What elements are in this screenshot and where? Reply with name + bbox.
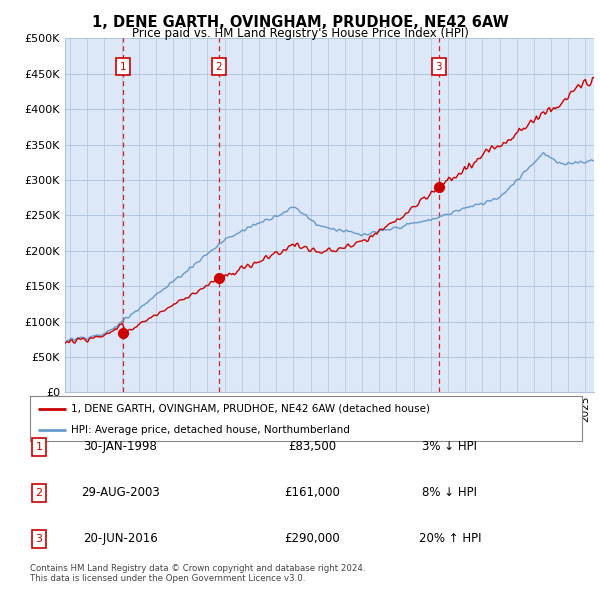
- Text: 1: 1: [119, 62, 126, 71]
- Text: 1: 1: [35, 442, 43, 451]
- Text: 20-JUN-2016: 20-JUN-2016: [83, 532, 157, 545]
- Text: Price paid vs. HM Land Registry's House Price Index (HPI): Price paid vs. HM Land Registry's House …: [131, 27, 469, 40]
- Text: 1, DENE GARTH, OVINGHAM, PRUDHOE, NE42 6AW: 1, DENE GARTH, OVINGHAM, PRUDHOE, NE42 6…: [92, 15, 508, 30]
- Text: HPI: Average price, detached house, Northumberland: HPI: Average price, detached house, Nort…: [71, 425, 350, 435]
- Text: 29-AUG-2003: 29-AUG-2003: [80, 486, 160, 499]
- Text: 3: 3: [436, 62, 442, 71]
- Text: Contains HM Land Registry data © Crown copyright and database right 2024.
This d: Contains HM Land Registry data © Crown c…: [30, 563, 365, 583]
- Text: £83,500: £83,500: [288, 440, 336, 453]
- Text: 2: 2: [215, 62, 222, 71]
- Text: 20% ↑ HPI: 20% ↑ HPI: [419, 532, 481, 545]
- Text: 30-JAN-1998: 30-JAN-1998: [83, 440, 157, 453]
- Text: 1, DENE GARTH, OVINGHAM, PRUDHOE, NE42 6AW (detached house): 1, DENE GARTH, OVINGHAM, PRUDHOE, NE42 6…: [71, 404, 430, 414]
- Text: 3% ↓ HPI: 3% ↓ HPI: [422, 440, 478, 453]
- Text: £290,000: £290,000: [284, 532, 340, 545]
- Text: 8% ↓ HPI: 8% ↓ HPI: [422, 486, 478, 499]
- Text: 2: 2: [35, 488, 43, 497]
- Text: 3: 3: [35, 534, 43, 543]
- Text: £161,000: £161,000: [284, 486, 340, 499]
